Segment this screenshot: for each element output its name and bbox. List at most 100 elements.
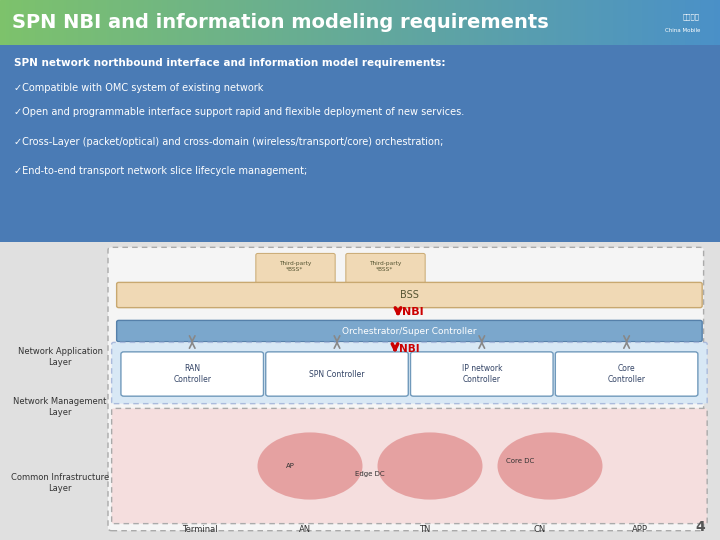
Bar	[346, 0, 348, 45]
Bar	[495, 0, 498, 45]
Bar	[538, 0, 541, 45]
Bar	[516, 0, 519, 45]
Bar	[288, 0, 291, 45]
Bar	[166, 0, 168, 45]
Bar	[307, 0, 310, 45]
Bar	[269, 0, 272, 45]
Bar	[110, 0, 114, 45]
FancyBboxPatch shape	[256, 253, 336, 284]
Bar	[497, 0, 500, 45]
Bar	[662, 0, 665, 45]
Bar	[127, 0, 130, 45]
Bar	[322, 0, 325, 45]
Bar	[365, 0, 368, 45]
Ellipse shape	[498, 433, 603, 500]
Bar	[302, 0, 305, 45]
Bar	[331, 0, 334, 45]
Bar	[430, 0, 433, 45]
Text: SPN Controller: SPN Controller	[310, 369, 365, 379]
Bar	[367, 0, 370, 45]
Bar	[125, 0, 128, 45]
Bar	[459, 0, 462, 45]
Bar	[355, 0, 359, 45]
Bar	[55, 0, 58, 45]
Bar	[439, 0, 442, 45]
Bar	[295, 0, 298, 45]
FancyBboxPatch shape	[108, 247, 703, 531]
Bar	[283, 0, 287, 45]
Bar	[600, 0, 603, 45]
Bar	[348, 0, 351, 45]
Bar	[477, 0, 481, 45]
Bar	[192, 0, 195, 45]
Bar	[703, 0, 706, 45]
Bar	[653, 0, 656, 45]
Text: Terminal: Terminal	[182, 525, 218, 534]
Bar	[187, 0, 190, 45]
Bar	[482, 0, 485, 45]
Bar	[197, 0, 200, 45]
Bar	[689, 0, 692, 45]
Bar	[461, 0, 464, 45]
Text: Edge DC: Edge DC	[355, 471, 384, 477]
Bar	[96, 0, 99, 45]
Bar	[588, 0, 591, 45]
Bar	[468, 0, 471, 45]
Bar	[542, 0, 546, 45]
Bar	[523, 0, 526, 45]
Bar	[713, 0, 716, 45]
Bar	[485, 0, 488, 45]
Text: 中国移动: 中国移动	[683, 14, 700, 21]
Bar	[554, 0, 557, 45]
Bar	[629, 0, 632, 45]
Bar	[698, 0, 701, 45]
Bar	[65, 0, 68, 45]
Bar	[456, 0, 459, 45]
Bar	[261, 0, 265, 45]
Bar	[408, 0, 411, 45]
Ellipse shape	[258, 433, 362, 500]
Bar	[240, 0, 243, 45]
Bar	[122, 0, 125, 45]
Bar	[715, 0, 719, 45]
Bar	[593, 0, 596, 45]
Text: Third-party
*BSS*: Third-party *BSS*	[279, 261, 311, 272]
Bar	[0, 242, 720, 540]
Bar	[171, 0, 174, 45]
Bar	[0, 45, 720, 242]
Bar	[194, 0, 197, 45]
Bar	[146, 0, 150, 45]
Bar	[319, 0, 323, 45]
Bar	[132, 0, 135, 45]
Bar	[665, 0, 668, 45]
Bar	[218, 0, 222, 45]
Bar	[509, 0, 512, 45]
Bar	[317, 0, 320, 45]
Bar	[470, 0, 474, 45]
Bar	[384, 0, 387, 45]
Bar	[706, 0, 708, 45]
Bar	[41, 0, 44, 45]
Bar	[410, 0, 413, 45]
Bar	[571, 0, 575, 45]
Bar	[646, 0, 649, 45]
Bar	[17, 0, 20, 45]
Bar	[178, 0, 181, 45]
Bar	[574, 0, 577, 45]
Bar	[180, 0, 183, 45]
Bar	[686, 0, 690, 45]
Bar	[58, 0, 60, 45]
Bar	[693, 0, 697, 45]
Bar	[151, 0, 154, 45]
Bar	[74, 0, 78, 45]
Bar	[19, 0, 22, 45]
Text: SPN network northbound interface and information model requirements:: SPN network northbound interface and inf…	[14, 58, 446, 69]
Bar	[562, 0, 564, 45]
Bar	[341, 0, 344, 45]
Bar	[547, 0, 550, 45]
Bar	[677, 0, 680, 45]
Bar	[214, 0, 217, 45]
Bar	[77, 0, 80, 45]
FancyBboxPatch shape	[346, 253, 425, 284]
FancyBboxPatch shape	[121, 352, 264, 396]
